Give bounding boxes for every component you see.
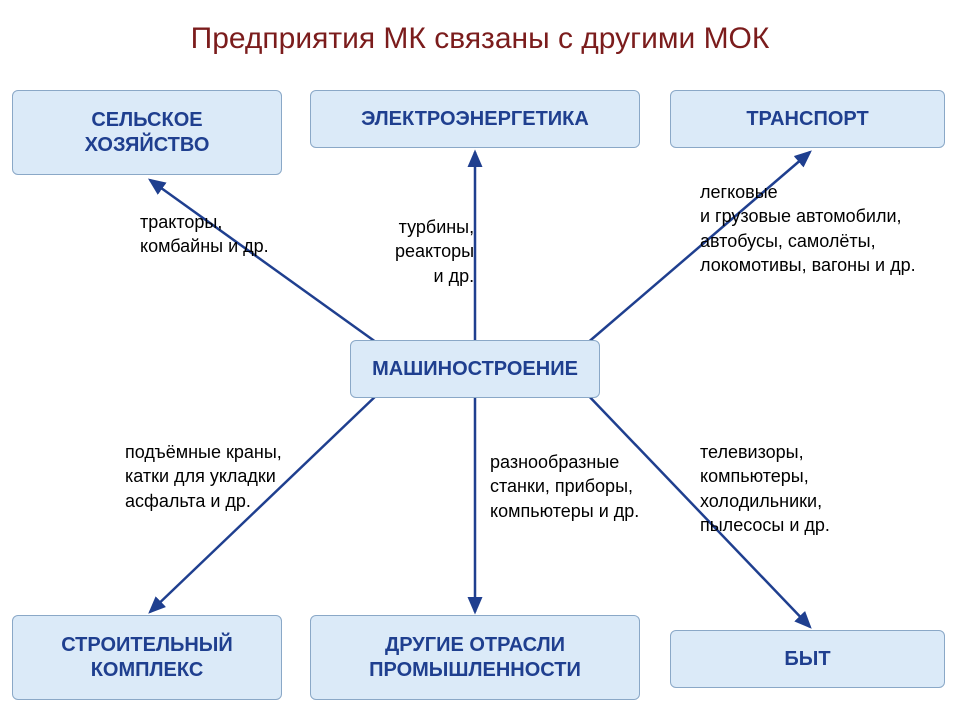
edge-arrow-0 <box>150 180 380 345</box>
edge-label-2: легковые и грузовые автомобили, автобусы… <box>700 180 916 277</box>
node-center: МАШИНОСТРОЕНИЕ <box>350 340 600 398</box>
edge-label-3: подъёмные краны, катки для укладки асфал… <box>125 440 282 513</box>
diagram-canvas: { "title": { "text": "Предприятия МК свя… <box>0 0 960 720</box>
edge-label-1: турбины, реакторы и др. <box>395 215 474 288</box>
node-top_l: СЕЛЬСКОЕ ХОЗЯЙСТВО <box>12 90 282 175</box>
node-top_m: ЭЛЕКТРОЭНЕРГЕТИКА <box>310 90 640 148</box>
node-bot_m: ДРУГИЕ ОТРАСЛИ ПРОМЫШЛЕННОСТИ <box>310 615 640 700</box>
node-bot_l: СТРОИТЕЛЬНЫЙ КОМПЛЕКС <box>12 615 282 700</box>
node-top_r: ТРАНСПОРТ <box>670 90 945 148</box>
edge-label-5: телевизоры, компьютеры, холодильники, пы… <box>700 440 830 537</box>
node-bot_r: БЫТ <box>670 630 945 688</box>
edge-label-0: тракторы, комбайны и др. <box>140 210 269 259</box>
page-title: Предприятия МК связаны с другими МОК <box>0 22 960 56</box>
edge-label-4: разнообразные станки, приборы, компьютер… <box>490 450 639 523</box>
